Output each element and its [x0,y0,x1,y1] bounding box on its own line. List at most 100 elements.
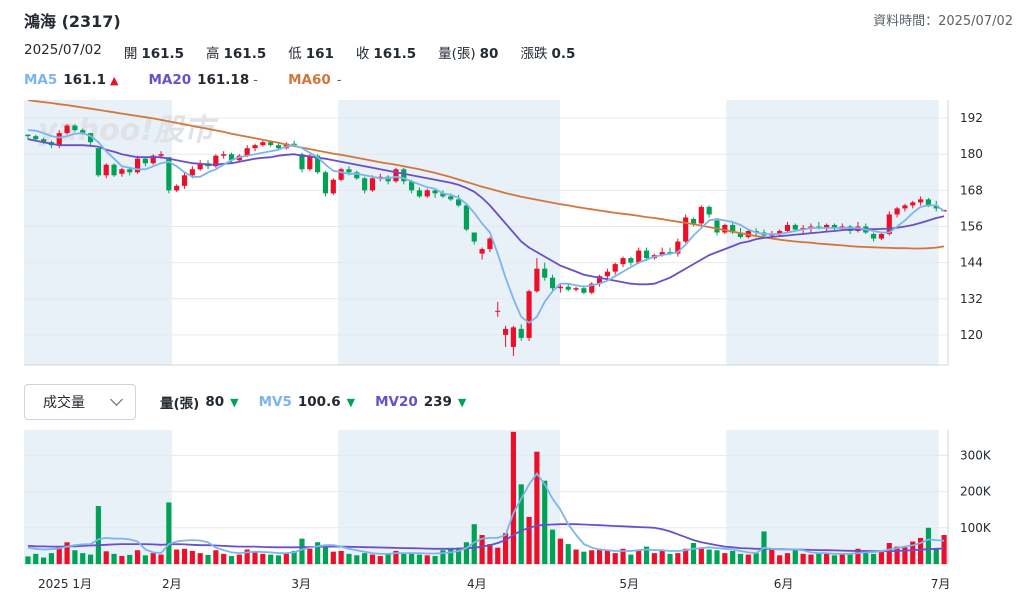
candle-body [784,224,791,231]
candle-body [56,133,62,146]
candle-body [589,283,595,293]
volume-bar [808,554,814,564]
candle-body [181,175,188,186]
candle-body [565,286,571,290]
candle-body [189,169,195,176]
high-label: 高 [206,46,220,62]
volume-bar [784,553,791,564]
volume-bar [315,542,321,564]
volume-bar [620,548,626,564]
volume-bar [698,547,704,564]
volume-bar [800,553,806,564]
candle-body [150,155,156,164]
volume-bar [933,548,939,564]
volume-bar [745,554,751,564]
volume-bar [346,553,352,564]
candle-body [299,154,305,170]
volume-bar [205,554,211,564]
volume-bar [221,553,227,564]
x-tick-label: 2025 1月 [38,577,92,591]
candle-body [72,125,78,131]
volume-bar [456,547,462,564]
indicator-select[interactable]: 成交量 [24,384,136,420]
candle-body [902,205,908,209]
candle-body [174,185,180,191]
candle-body [510,327,516,347]
ma60-label: MA60 [288,72,331,88]
volume-bar [463,542,470,564]
volume-bar [557,538,563,564]
candle-body [878,234,885,239]
down-arrow-icon: ▼ [457,395,467,409]
volume-bar [753,553,759,564]
x-tick-label: 6月 [774,577,794,591]
candle-body [103,164,109,176]
candle-body [612,264,618,272]
candle-body [134,158,141,173]
volume-bar [792,550,798,564]
ma60-legend: MA60 - [288,72,342,88]
volume-bar [299,538,305,564]
candle-body [502,328,509,335]
candle-body [244,148,250,156]
volume-bar [448,549,454,564]
volume-bar [181,548,188,564]
volume-bar [166,502,172,564]
volume-bar [213,550,219,564]
volume-bar [690,542,697,564]
volume-bar [119,556,125,564]
volume-bar [307,548,313,564]
candle-body [440,193,446,197]
volume-bar [863,550,869,564]
candle-body [213,155,219,167]
indicator-select-label: 成交量 [43,395,85,411]
volume-bar [134,550,141,564]
candle-body [64,125,70,134]
quote-change: 漲跌 0.5 [520,42,575,62]
candle-body [722,224,728,233]
candle-body [479,249,485,254]
candle-body [330,179,336,194]
volume-bar [87,554,94,564]
candle-body [831,224,838,228]
candle-body [275,145,282,149]
candle-body [362,178,368,191]
candle-body [636,250,642,263]
volume-bar [197,553,203,564]
volume-bar [401,553,407,564]
change-value: 0.5 [551,46,576,62]
volume-bar [816,553,822,564]
candle-body [730,224,736,233]
candle-body [549,277,556,289]
candle-body [910,202,916,206]
x-tick-label: 7月 [931,577,951,591]
volume-bar [918,537,924,564]
volume-bar [487,544,493,564]
ma20-line [27,138,945,286]
volume-bar [737,553,744,564]
volume-bar [95,506,101,564]
volume-bar [111,553,117,564]
price-tick-label: 180 [960,147,983,161]
candle-body [158,154,164,156]
volume-bar [604,550,610,564]
volume-bar [260,553,266,564]
volume-chart[interactable]: 300K 200K 100K 2025 1月 2月 3月 4月 5月 6月 7月 [0,430,1027,616]
volume-bar [777,555,783,564]
down-arrow-icon: ▼ [346,395,356,409]
volume-bar [581,551,587,564]
volume-bar [612,553,618,564]
volume-bar [510,431,516,564]
candle-body [925,199,932,206]
stock-title: 鴻海 (2317) [24,12,121,31]
volume-tick-label: 100K [960,521,992,535]
candle-body [252,145,258,149]
ma20-value: 161.18 [197,72,250,88]
candle-body [416,190,423,197]
volume-bar [322,545,329,564]
candle-body [95,148,101,176]
x-tick-label: 4月 [467,577,487,591]
quote-low: 低 161 [288,42,334,62]
volume-bar [573,549,579,564]
